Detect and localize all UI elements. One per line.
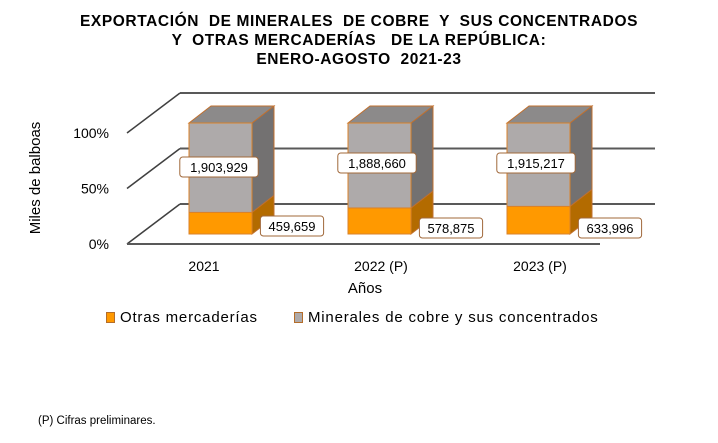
data-label-text: 1,915,217 [507,156,565,171]
data-label-box [577,217,643,239]
footnote: (P) Cifras preliminares. [38,415,156,427]
bar-segment-otras [347,207,412,235]
data-label-text: 459,659 [269,219,316,234]
data-label-box [496,152,576,174]
x-tick-label: 2021 [188,258,219,274]
x-tick-label: 2022 (P) [354,258,408,274]
chart-title-line-2: Y OTRAS MERCADERÍAS DE LA REPÚBLICA: [171,32,547,49]
y-axis-label: Miles de balboas [27,122,44,235]
data-label-box [418,217,484,239]
data-label-text: 1,903,929 [190,160,248,175]
data-label-box [259,215,325,237]
legend-item-otras-mercaderias: Otras mercaderías [106,309,258,326]
x-tick-label: 2023 (P) [513,258,567,274]
legend-label: Otras mercaderías [120,309,258,326]
data-label-otras: 459,659 [259,215,325,237]
data-labels: 1,903,929 459,659 1,888,660 578,875 1,915,21… [179,152,643,239]
data-label-text: 1,888,660 [348,156,406,171]
data-label-box [179,156,259,178]
chart-plot: 0% 50% 100% 1,903,929 459,659 1,888,660 578,8… [27,92,655,297]
bar-segment-otras [188,211,253,235]
legend-swatch-otras [106,312,115,323]
y-tick-label: 100% [73,125,109,141]
data-label-otras: 633,996 [577,217,643,239]
data-label-minerales: 1,915,217 [496,152,576,174]
chart-title: EXPORTACIÓN DE MINERALES DE COBRE Y SUS … [0,12,718,69]
gridline-side [126,147,181,190]
data-label-text: 578,875 [428,221,475,236]
x-axis-ticks: 2021 2022 (P) 2023 (P) [188,258,566,274]
y-tick-label: 0% [89,236,109,252]
y-tick-label: 50% [81,181,109,197]
legend-swatch-minerales [294,312,303,323]
y-axis-ticks: 0% 50% 100% [73,125,109,252]
x-axis-label: Años [348,280,382,297]
data-label-otras: 578,875 [418,217,484,239]
data-label-minerales: 1,903,929 [179,156,259,178]
gridline-side [126,92,181,134]
data-label-minerales: 1,888,660 [337,152,417,174]
data-label-box [337,152,417,174]
legend-label: Minerales de cobre y sus concentrados [308,309,599,326]
data-label-text: 633,996 [587,221,634,236]
chart-title-line-1: EXPORTACIÓN DE MINERALES DE COBRE Y SUS … [79,13,639,30]
chart-title-line-3: ENERO-AGOSTO 2021-23 [256,51,462,68]
bar-segment-otras [506,205,571,235]
gridline-side [126,203,181,245]
legend-item-minerales-de-cobre: Minerales de cobre y sus concentrados [294,309,599,326]
